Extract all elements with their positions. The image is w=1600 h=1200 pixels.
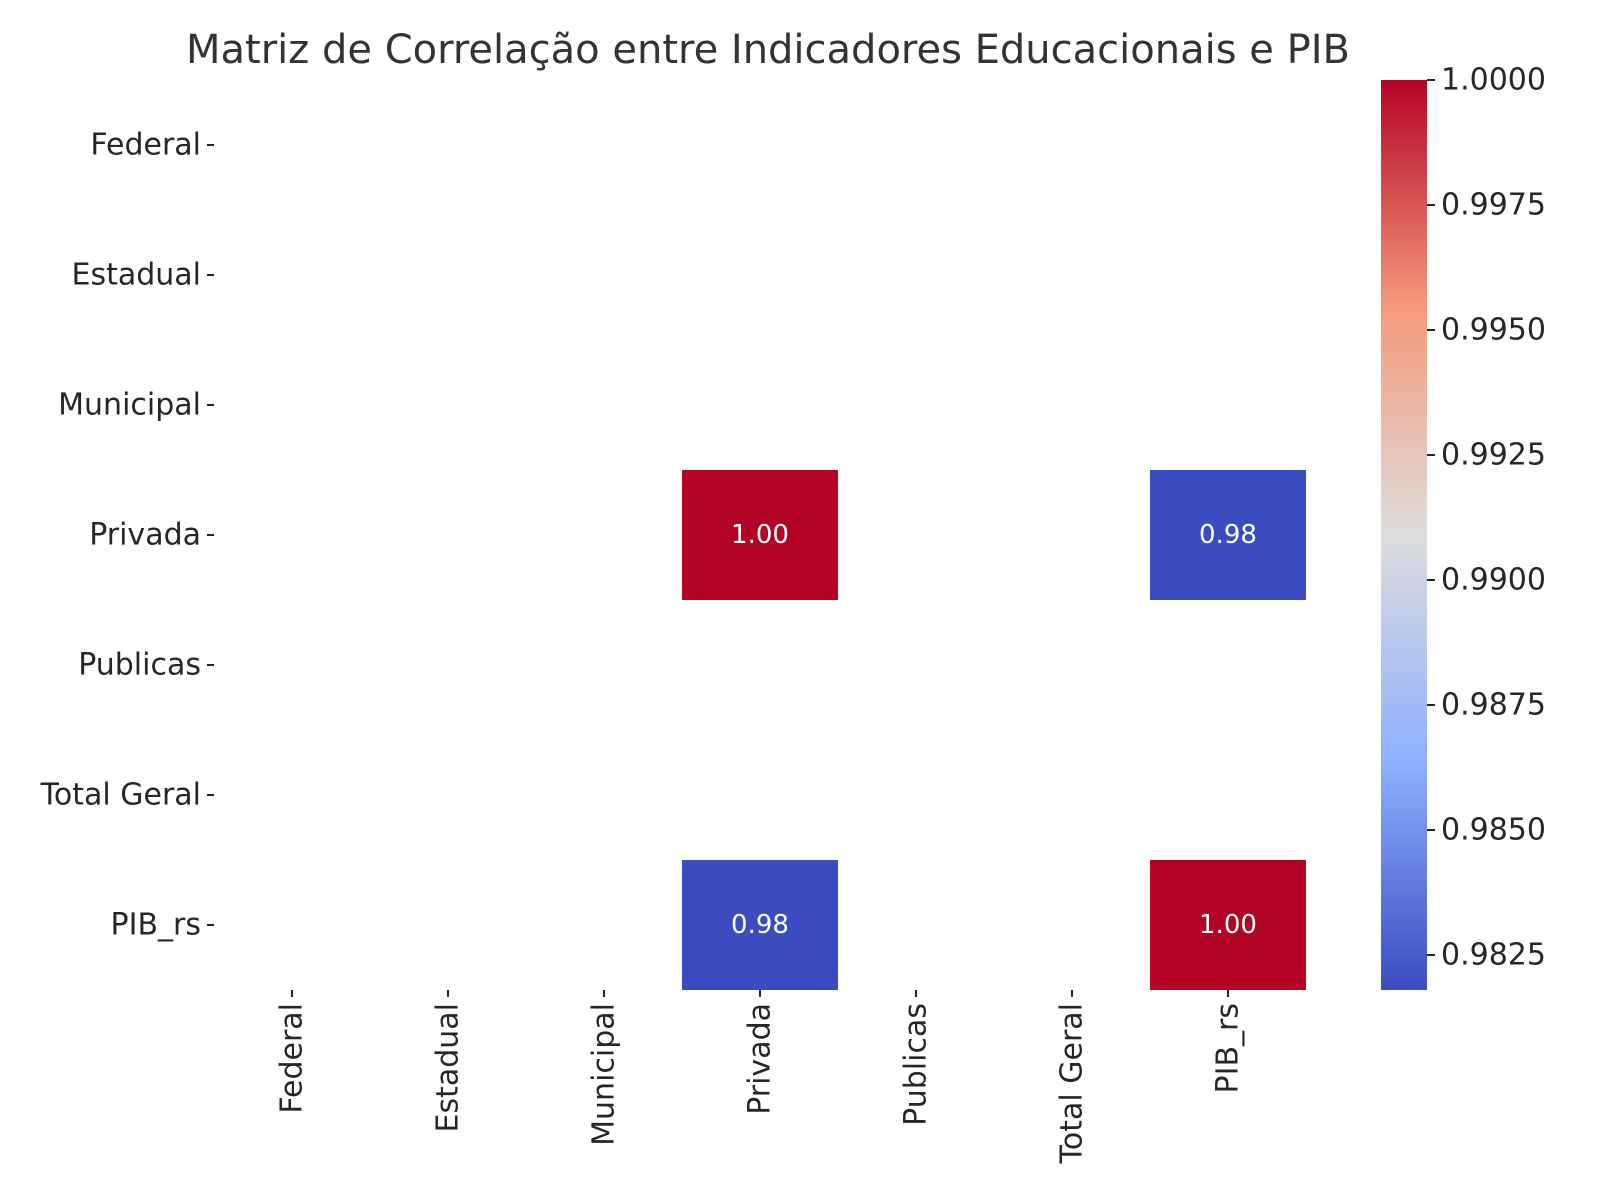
colorbar: 0.9825 0.9850 0.9875 0.9900 0.9925 0.9950 0.99… (1381, 63, 1546, 990)
heatmap-cell-privada-pib-rs (1150, 470, 1306, 600)
y-tick-label-municipal: Municipal (58, 388, 201, 423)
heatmap-cell-pib-rs-privada (682, 860, 838, 990)
y-tick-label-total-geral: Total Geral (40, 778, 201, 813)
x-tick-label-publicas: Publicas (899, 1003, 934, 1126)
colorbar-tick-label: 0.9950 (1441, 313, 1546, 348)
x-tick-label-federal: Federal (275, 1003, 310, 1114)
heatmap-cell-pib-rs-pib-rs (1150, 860, 1306, 990)
x-tick-label-total-geral: Total Geral (1055, 1003, 1090, 1164)
colorbar-tick-label: 0.9975 (1441, 188, 1546, 223)
y-tick-label-privada: Privada (89, 518, 201, 553)
y-tick-label-publicas: Publicas (78, 648, 201, 683)
colorbar-tick-label: 0.9900 (1441, 563, 1546, 598)
x-tick-label-municipal: Municipal (587, 1003, 622, 1146)
cell-value-label: 0.98 (1199, 520, 1257, 550)
x-tick-label-pib-rs: PIB_rs (1211, 1003, 1246, 1093)
x-tick-label-estadual: Estadual (431, 1003, 466, 1133)
colorbar-tick-label: 1.0000 (1441, 63, 1546, 98)
chart-title: Matriz de Correlação entre Indicadores E… (186, 27, 1350, 73)
x-tick-label-privada: Privada (743, 1003, 778, 1115)
y-tick-label-estadual: Estadual (71, 258, 201, 293)
cell-value-label: 1.00 (731, 520, 789, 550)
row-labels: Federal Estadual Municipal Privada Publicas T… (40, 128, 214, 943)
column-labels: Federal Estadual Municipal Privada Publicas T… (275, 990, 1246, 1164)
colorbar-gradient (1381, 80, 1427, 990)
heatmap-cell-privada-privada (682, 470, 838, 600)
colorbar-tick-label: 0.9850 (1441, 813, 1546, 848)
y-tick-label-pib-rs: PIB_rs (111, 908, 201, 943)
cell-value-label: 0.98 (731, 910, 789, 940)
colorbar-tick-label: 0.9925 (1441, 438, 1546, 473)
heatmap-cells: 1.00 0.98 0.98 1.00 (682, 470, 1306, 990)
y-tick-label-federal: Federal (90, 128, 201, 163)
colorbar-tick-label: 0.9825 (1441, 938, 1546, 973)
colorbar-tick-label: 0.9875 (1441, 688, 1546, 723)
cell-value-label: 1.00 (1199, 910, 1257, 940)
